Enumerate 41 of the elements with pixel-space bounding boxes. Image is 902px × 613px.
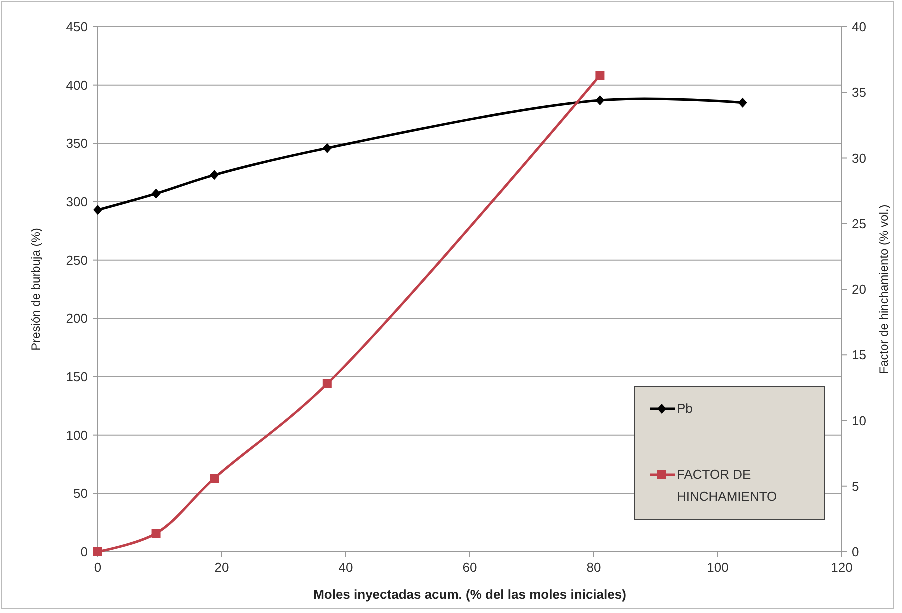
point <box>738 98 748 108</box>
y-tick-label: 0 <box>80 544 88 560</box>
point <box>210 474 220 483</box>
y-tick-label: 100 <box>66 428 88 443</box>
y2-tick-label: 40 <box>852 20 866 35</box>
y2-tick-label: 10 <box>852 413 866 428</box>
point <box>322 380 332 388</box>
y2-tick-label: 35 <box>852 85 866 100</box>
point <box>152 529 161 538</box>
y-axis-title: Presión de burbuja (%) <box>29 228 43 351</box>
x-tick-label: 120 <box>831 560 853 575</box>
y-tick-label: 50 <box>74 486 88 502</box>
point <box>596 71 605 80</box>
y-tick-label: 450 <box>66 20 88 35</box>
y-tick-label: 400 <box>66 78 88 93</box>
y2-tick-label: 0 <box>852 544 860 560</box>
y-tick-label: 350 <box>66 136 88 152</box>
x-tick-label: 40 <box>338 560 354 575</box>
point <box>322 143 332 154</box>
y-tick-label: 150 <box>66 370 88 385</box>
x-tick-label: 0 <box>94 560 102 575</box>
legend-label: FACTOR DE HINCHAMIENTO <box>677 466 778 506</box>
legend-label: Pb <box>677 400 694 418</box>
x-tick-label: 20 <box>214 560 230 575</box>
x-axis-title: Moles inyectadas acum. (% del las moles iniciales) <box>314 587 626 602</box>
x-tick-label: 100 <box>707 560 729 575</box>
y2-tick-label: 30 <box>852 150 866 166</box>
y-tick-label: 250 <box>66 252 88 268</box>
y2-axis-title: Factor de hinchamiento (% vol.) <box>877 204 891 374</box>
y-tick-label: 300 <box>66 194 88 210</box>
x-tick-label: 80 <box>586 560 602 575</box>
y-tick-label: 200 <box>66 311 88 326</box>
y2-tick-label: 20 <box>852 282 866 298</box>
point <box>152 188 161 199</box>
y2-tick-label: 25 <box>852 216 866 232</box>
point <box>94 205 102 216</box>
y2-tick-label: 5 <box>852 478 860 494</box>
x-tick-label: 60 <box>462 560 478 575</box>
y2-tick-label: 15 <box>852 348 866 363</box>
point <box>210 170 220 180</box>
point <box>596 96 605 106</box>
